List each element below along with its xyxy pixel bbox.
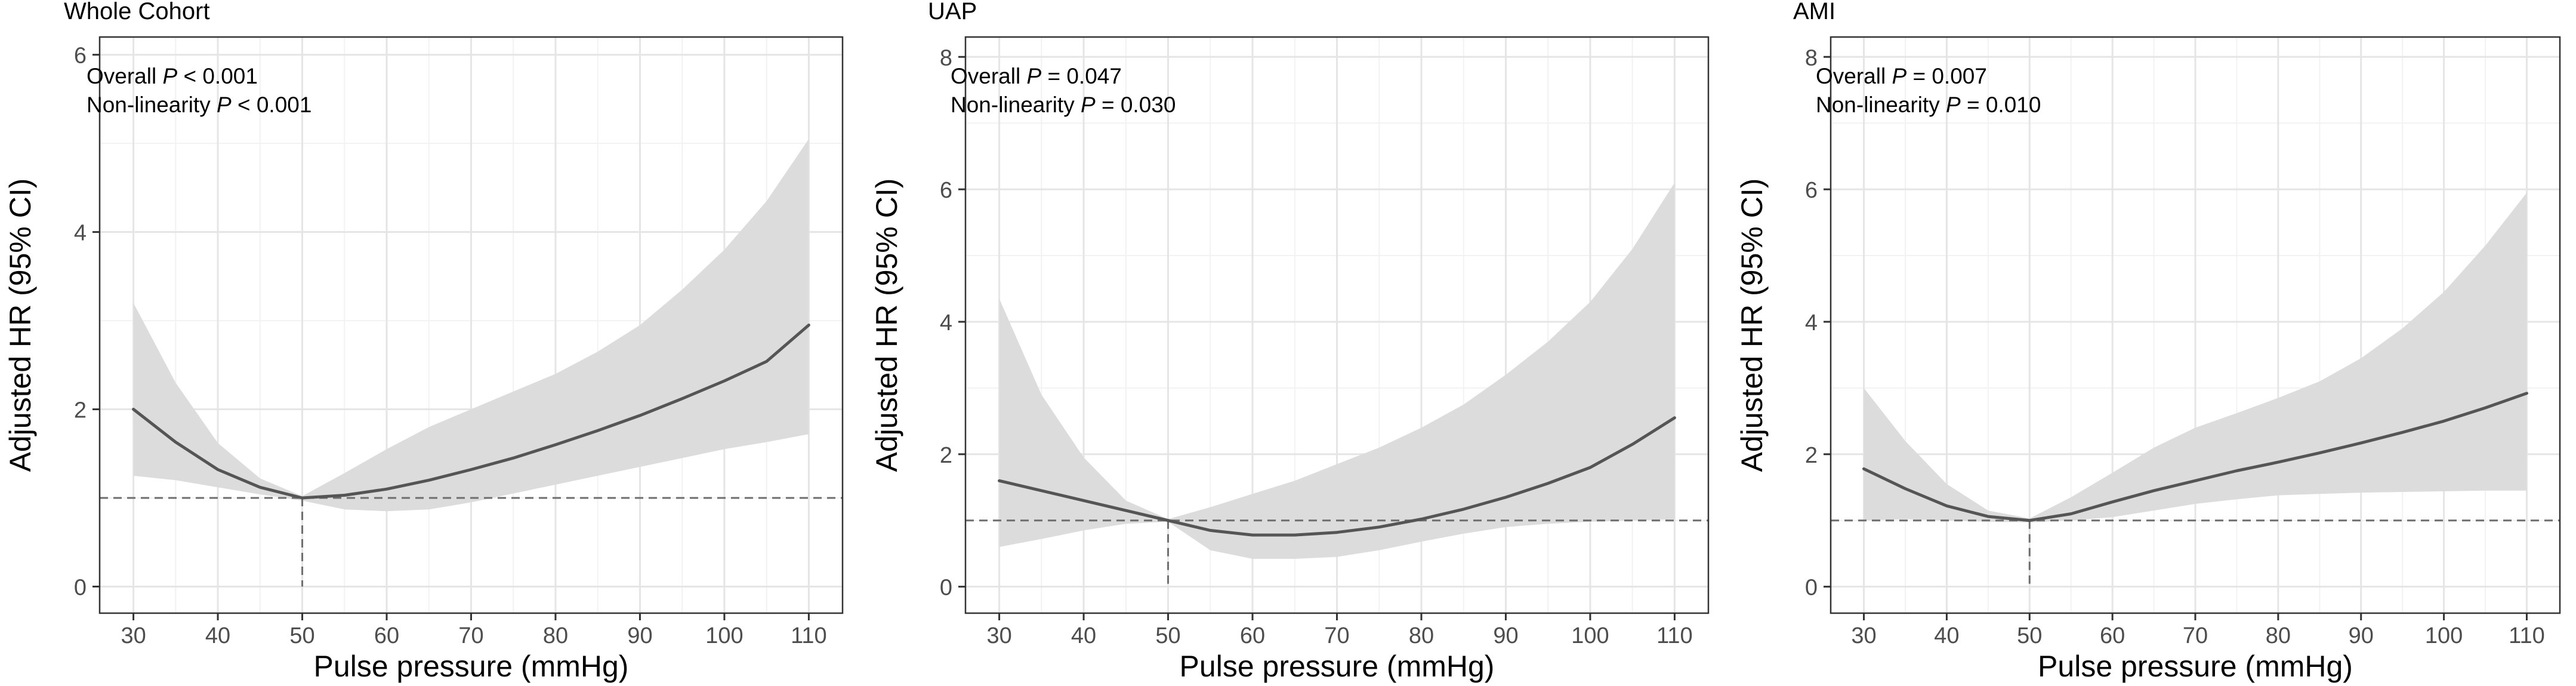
x-tick-label: 90 [627,623,652,648]
annotation-value: = 0.010 [1961,93,2041,117]
x-tick-label: 40 [205,623,230,648]
x-tick-label: 100 [2425,623,2463,648]
chart-panel-3: 30 40 50 60 70 80 90 100 110 0 2 4 6 8 Pulse pressure … [1735,0,2561,683]
x-tick-label: 40 [1071,623,1096,648]
ci-band [133,139,809,512]
panel-title: AMI [1793,0,1835,24]
annotation-p-symbol: P [1026,64,1041,88]
chart-panel-2: 30 40 50 60 70 80 90 100 110 0 2 4 6 8 Pulse pressure … [870,0,1710,683]
x-tick-label: 80 [2266,623,2291,648]
y-tick-label: 2 [74,398,87,423]
y-tick-label: 6 [1805,178,1818,203]
x-tick-label: 110 [791,623,827,648]
annotation-prefix: Non-linearity [1816,93,1946,117]
y-tick-label: 6 [74,44,87,69]
annotation-p-symbol: P [1892,64,1906,88]
x-tick-label: 30 [1851,623,1876,648]
x-axis-title: Pulse pressure (mmHg) [2038,650,2353,683]
chart-panel-1: 30 40 50 60 70 80 90 100 110 0 2 4 6 Pulse pressure (… [4,0,844,683]
panel-title: UAP [928,0,977,24]
annotation-value: < 0.001 [232,93,312,117]
x-tick-label: 50 [2017,623,2042,648]
x-tick-label: 70 [1324,623,1349,648]
x-axis-title: Pulse pressure (mmHg) [1180,650,1495,683]
p-value-annotation: Overall P < 0.001 [87,64,258,88]
x-tick-label: 80 [543,623,568,648]
x-tick-label: 110 [2509,623,2545,648]
y-tick-label: 8 [1805,45,1818,70]
x-tick-label: 50 [289,623,314,648]
annotation-p-symbol: P [1946,93,1961,117]
y-tick-label: 8 [940,45,952,70]
annotation-value: = 0.030 [1096,93,1176,117]
y-tick-label: 4 [1805,310,1818,336]
y-tick-label: 6 [940,178,952,203]
y-tick-label: 4 [940,310,952,336]
y-tick-label: 0 [74,575,87,600]
p-value-annotation: Non-linearity P = 0.010 [1816,93,2041,117]
x-tick-label: 30 [986,623,1011,648]
annotation-prefix: Overall [951,64,1026,88]
x-tick-label: 100 [1571,623,1609,648]
y-tick-label: 0 [1805,576,1818,601]
annotation-value: = 0.047 [1041,64,1122,88]
y-tick-label: 4 [74,221,87,246]
x-tick-label: 70 [2183,623,2208,648]
x-tick-label: 100 [705,623,743,648]
ci-band [999,183,1675,559]
y-tick-label: 2 [940,443,952,468]
x-tick-label: 40 [1934,623,1959,648]
x-tick-label: 50 [1155,623,1180,648]
annotation-value: < 0.001 [177,64,258,88]
annotation-p-symbol: P [162,64,177,88]
panel-title: Whole Cohort [64,0,210,24]
x-axis-title: Pulse pressure (mmHg) [314,650,629,683]
y-axis-title: Adjusted HR (95% CI) [870,179,903,472]
p-value-annotation: Non-linearity P < 0.001 [87,93,311,117]
x-tick-label: 90 [2349,623,2374,648]
hr-line [1862,392,2528,522]
annotation-value: = 0.007 [1906,64,1987,88]
x-tick-label: 80 [1409,623,1434,648]
x-tick-label: 30 [121,623,146,648]
ci-band [1864,192,2527,522]
y-tick-label: 0 [940,576,952,601]
x-tick-label: 60 [1240,623,1265,648]
hr-line [132,324,810,500]
annotation-p-symbol: P [217,93,232,117]
y-tick-label: 2 [1805,443,1818,468]
x-tick-label: 110 [1656,623,1693,648]
annotation-prefix: Non-linearity [87,93,217,117]
x-tick-label: 60 [374,623,399,648]
x-tick-label: 90 [1493,623,1518,648]
annotation-prefix: Overall [1816,64,1892,88]
p-value-annotation: Overall P = 0.007 [1816,64,1987,88]
p-value-annotation: Overall P = 0.047 [951,64,1122,88]
annotation-p-symbol: P [1081,93,1096,117]
x-tick-label: 70 [458,623,483,648]
hr-line [998,416,1676,537]
p-value-annotation: Non-linearity P = 0.030 [951,93,1176,117]
annotation-prefix: Non-linearity [951,93,1081,117]
x-tick-label: 60 [2100,623,2125,648]
y-axis-title: Adjusted HR (95% CI) [1735,179,1769,472]
y-axis-title: Adjusted HR (95% CI) [4,179,37,472]
annotation-prefix: Overall [87,64,162,88]
